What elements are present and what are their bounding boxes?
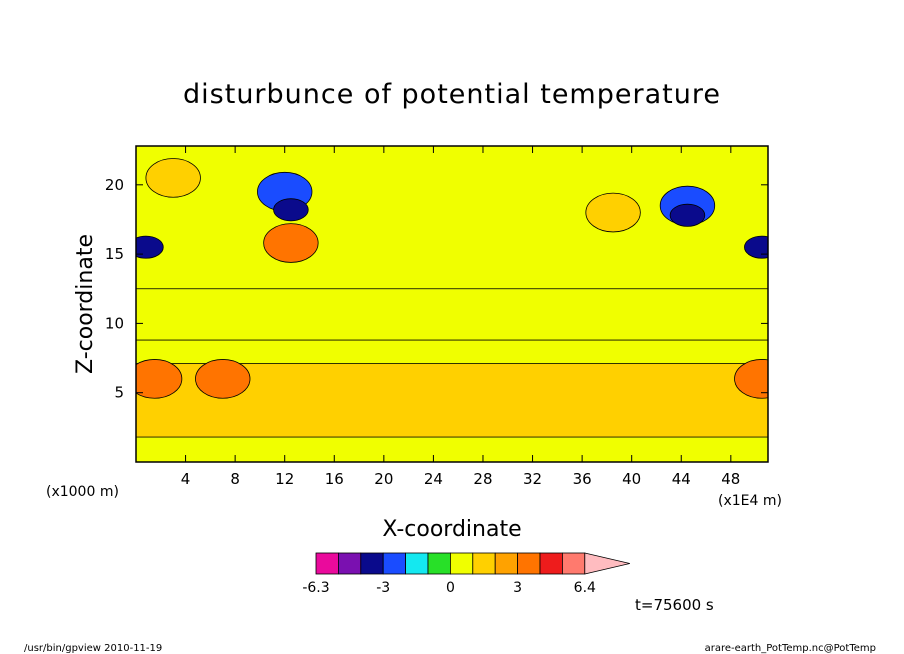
x-tick-label: 32 [523, 470, 542, 488]
y-tick-label: 15 [105, 245, 124, 263]
footer-right: arare-earth_PotTemp.nc@PotTemp [705, 643, 876, 654]
plot-area [136, 146, 768, 462]
colorbar-arrow [584, 552, 630, 575]
x-tick-label: 40 [622, 470, 641, 488]
x-tick-label: 24 [424, 470, 443, 488]
x-tick-label: 4 [181, 470, 191, 488]
y-tick-label: 5 [114, 384, 124, 402]
field-band-3 [136, 146, 768, 290]
x-tick-label: 16 [325, 470, 344, 488]
colorbar-cell [517, 552, 541, 575]
colorbar-cell [337, 552, 362, 575]
colorbar-label: 6.4 [574, 580, 596, 596]
colorbar-cell [539, 552, 563, 575]
colorbar-cell [472, 552, 496, 575]
y-axis-label: Z-coordinate [73, 234, 98, 374]
field-cell-10 [273, 198, 309, 222]
plot-frame [135, 145, 769, 463]
field-cell-4 [136, 359, 183, 399]
x-tick-label: 8 [230, 470, 240, 488]
colorbar-cell [427, 552, 451, 575]
colorbar-cell [382, 552, 407, 575]
colorbar-cell [405, 552, 429, 575]
field-cell-6 [734, 359, 768, 399]
colorbar-cell [494, 552, 519, 575]
time-label: t=75600 s [635, 596, 714, 614]
colorbar-cell [315, 552, 339, 575]
y-tick-label: 20 [105, 176, 124, 194]
colorbar-label: -6.3 [302, 580, 329, 596]
colorbar-label: 3 [513, 580, 522, 596]
colorbar-label: 0 [446, 580, 455, 596]
field-cell-5 [195, 359, 251, 399]
colorbar: -6.3 -3 0 3 6.4 [302, 552, 630, 596]
field-cell-7 [136, 235, 164, 259]
footer-left: /usr/bin/gpview 2010-11-19 [24, 643, 162, 654]
x-axis-label: X-coordinate [382, 517, 521, 542]
x-tick-label: 28 [473, 470, 492, 488]
x-tick-label: 36 [573, 470, 592, 488]
x-tick-label: 44 [672, 470, 691, 488]
x-tick-label: 12 [275, 470, 294, 488]
colorbar-cell [449, 552, 474, 575]
colorbar-cell [562, 552, 586, 575]
colorbar-label: -3 [376, 580, 390, 596]
y-tick-label: 10 [105, 314, 124, 332]
field-cell-15 [585, 192, 641, 233]
x-axis-unit: (x1E4 m) [718, 493, 782, 509]
field-cell-12 [669, 203, 706, 227]
field-cell-8 [744, 235, 768, 259]
x-axis: 4 8 12 16 20 24 28 32 36 40 44 48 [181, 146, 740, 488]
field-cell-14 [145, 158, 201, 198]
field-cell-13 [263, 223, 319, 263]
colorbar-cell [360, 552, 384, 575]
chart-title: disturbunce of potential temperature [183, 79, 721, 110]
y-axis-unit: (x1000 m) [46, 484, 119, 500]
y-axis: 5 10 15 20 [105, 176, 768, 402]
x-tick-label: 48 [721, 470, 740, 488]
x-tick-label: 20 [374, 470, 393, 488]
